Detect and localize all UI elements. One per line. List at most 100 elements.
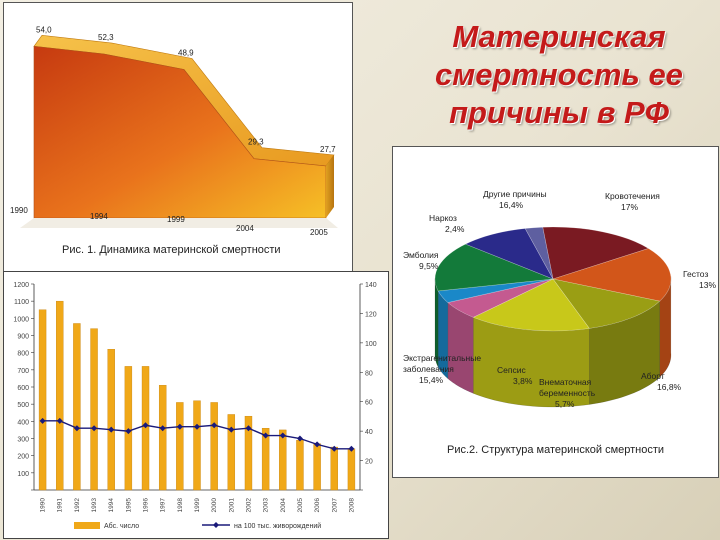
x-tick-label: 2006 xyxy=(314,498,321,513)
bar xyxy=(56,300,64,491)
slice-label: Эмболия 9,5% xyxy=(403,250,439,271)
x-tick-label: 1994 xyxy=(108,498,115,513)
left-tick-label: 900 xyxy=(17,334,29,341)
x-tick-label: 2001 xyxy=(228,498,235,513)
legend-label: Абс. число xyxy=(104,522,139,530)
figure-3-chart: 100 200 300 400 500 600 700 800 900 1000 1100 1200 2… xyxy=(13,282,377,530)
line-point xyxy=(348,445,355,452)
right-tick-label: 140 xyxy=(365,282,377,289)
figure-2-chart: Другие причины 16,4% Кровотечения 17% Гестоз… xyxy=(403,189,716,456)
x-tick-label: 2002 xyxy=(245,498,252,513)
value-label: 48,9 xyxy=(178,49,194,58)
value-label: 52,3 xyxy=(98,33,114,42)
slice-label: Наркоз 2,4% xyxy=(429,213,465,234)
line-point xyxy=(245,425,252,432)
right-tick-label: 20 xyxy=(365,459,373,466)
x-tick-label: 2003 xyxy=(263,498,270,513)
right-tick-label: 120 xyxy=(365,311,377,318)
slice-label: Гестоз 13% xyxy=(683,269,716,290)
slice-label: Сепсис 3,8% xyxy=(497,365,533,386)
legend-bar-swatch xyxy=(74,522,100,529)
area-floor xyxy=(20,218,338,228)
bar xyxy=(176,402,184,491)
pie-slice xyxy=(447,278,554,318)
slide-title-line-2: смертность ее xyxy=(435,57,683,92)
bar xyxy=(90,328,98,491)
right-tick-label: 60 xyxy=(365,400,373,407)
line-point xyxy=(125,428,132,435)
legend-label: на 100 тыс. живорождений xyxy=(234,522,321,530)
x-tick-label: 1992 xyxy=(74,498,81,513)
left-tick-label: 800 xyxy=(17,351,29,358)
x-tick-label: 1990 xyxy=(10,206,28,215)
line-point xyxy=(228,426,235,433)
figure-1-chart: 54,0 52,3 48,9 29,3 27,7 1990 1994 1999 2004 2005… xyxy=(10,25,338,256)
x-tick-label: 1995 xyxy=(125,498,132,513)
x-tick-label: 2000 xyxy=(211,498,218,513)
x-tick-label: 1991 xyxy=(57,498,64,513)
legend-line-marker xyxy=(213,522,219,528)
line-point xyxy=(211,422,218,429)
x-tick-label: 1997 xyxy=(160,498,167,513)
line-point xyxy=(194,423,200,430)
figure-2-caption: Рис.2. Структура материнской смертности xyxy=(447,444,664,456)
x-tick-label: 2004 xyxy=(236,224,254,233)
bar xyxy=(347,448,356,491)
slide-title-line-3: причины в РФ xyxy=(449,95,669,130)
x-tick-label: 2005 xyxy=(310,228,328,237)
pie-slice xyxy=(472,278,590,332)
pie-slice xyxy=(551,248,672,302)
bar xyxy=(330,446,338,491)
bar xyxy=(193,400,201,491)
right-tick-label: 80 xyxy=(365,370,373,377)
line-point xyxy=(73,425,80,432)
bar xyxy=(73,323,81,491)
bar xyxy=(227,414,236,491)
figure-2-panel: Другие причины 16,4% Кровотечения 17% Гестоз… xyxy=(392,146,719,478)
bar xyxy=(244,415,253,491)
bar xyxy=(313,443,321,491)
line-point xyxy=(56,417,63,424)
slice-label: Экстрагенитальные заболевания 15,4% xyxy=(403,353,481,385)
line-point xyxy=(331,445,338,452)
bar xyxy=(107,349,115,491)
line-point xyxy=(108,426,115,433)
line-point xyxy=(159,425,166,432)
pie-slice xyxy=(434,243,554,292)
pie-slice xyxy=(552,278,661,329)
line-point xyxy=(142,422,149,429)
bar xyxy=(279,429,287,491)
slice-label: Другие причины 16,4% xyxy=(483,189,547,210)
area-side-face xyxy=(326,154,334,218)
pie-slice-side xyxy=(447,302,474,394)
line-point xyxy=(279,432,286,439)
x-tick-label: 2004 xyxy=(280,498,287,513)
slice-label: Кровотечения 17% xyxy=(605,191,660,212)
left-tick-label: 300 xyxy=(17,437,29,444)
value-label: 54,0 xyxy=(36,25,52,34)
left-tick-label: 1100 xyxy=(14,299,29,306)
figure-3-panel: 100 200 300 400 500 600 700 800 900 1000 1100 1200 2… xyxy=(3,271,389,539)
x-tick-label: 2007 xyxy=(331,498,338,513)
slice-label: Аборт 16,8% xyxy=(641,371,682,392)
left-tick-label: 700 xyxy=(17,368,29,375)
x-tick-label: 1999 xyxy=(194,498,201,513)
left-tick-label: 500 xyxy=(17,402,29,409)
bar xyxy=(296,440,304,491)
area-front-face xyxy=(33,45,327,219)
x-tick-label: 2005 xyxy=(297,498,304,513)
x-tick-label: 1994 xyxy=(90,212,108,221)
line-point xyxy=(296,435,303,442)
x-tick-label: 1998 xyxy=(177,498,184,513)
line-point xyxy=(314,441,321,448)
x-tick-label: 1999 xyxy=(167,215,185,224)
line-point xyxy=(91,425,98,432)
left-tick-label: 1200 xyxy=(13,282,29,289)
left-tick-label: 400 xyxy=(17,419,29,426)
bar xyxy=(261,427,270,491)
bar xyxy=(158,385,167,491)
right-tick-label: 40 xyxy=(365,429,373,436)
left-tick-label: 1000 xyxy=(13,316,29,323)
right-tick-label: 100 xyxy=(365,341,377,348)
bar xyxy=(210,402,218,491)
